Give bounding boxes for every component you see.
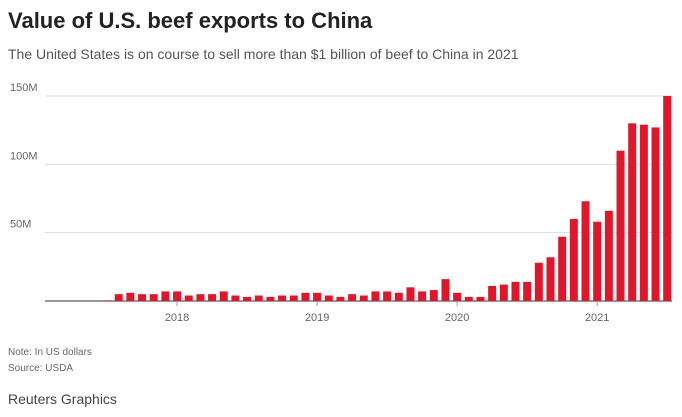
bar [324,295,333,301]
bar [289,295,298,301]
bar [464,296,473,301]
y-tick-label: 100M [10,150,38,162]
y-tick-label: 150M [10,82,38,94]
bar [371,291,380,301]
bar [103,300,112,301]
bar [546,257,555,301]
bar [348,294,357,301]
chart-title: Value of U.S. beef exports to China [8,8,373,33]
bar [511,281,520,301]
bar [126,292,135,301]
bar [231,295,240,301]
bar [161,291,170,301]
bar [651,127,660,301]
bar [254,295,263,301]
bar [441,279,450,301]
bar [639,124,648,301]
x-tick-label: 2018 [165,312,189,324]
note: Note: In US dollars [8,347,92,358]
bar [569,219,578,301]
bar [219,291,228,301]
bar [429,290,438,301]
bar [453,292,462,301]
y-tick-label: 50M [10,219,31,231]
bar [149,294,158,301]
bar [266,296,275,301]
bar [499,284,508,301]
bar [313,292,322,301]
bar [628,123,637,301]
bar [196,294,205,301]
bar [581,201,590,301]
x-tick-label: 2019 [305,312,329,324]
bar [604,210,613,301]
bar [523,281,532,301]
bar [394,292,403,301]
chart-subtitle: The United States is on course to sell m… [8,46,519,62]
bar [558,236,567,301]
x-tick-label: 2021 [585,312,609,324]
credit: Reuters Graphics [8,391,117,407]
bar [406,287,415,301]
bar [138,294,147,301]
bar [616,150,625,301]
bar [243,296,252,301]
bar [301,292,310,301]
bar [418,291,427,301]
bar [383,291,392,301]
bar [488,285,497,301]
bar [184,295,193,301]
bar [336,296,345,301]
bar [278,295,287,301]
bar [534,262,543,301]
bar [114,294,123,301]
source: Source: USDA [8,363,73,374]
bar [476,296,485,301]
bar [208,294,217,301]
bar [593,221,602,301]
bar [663,96,672,301]
bar [359,295,368,301]
x-tick-label: 2020 [445,312,469,324]
bar [173,291,182,301]
